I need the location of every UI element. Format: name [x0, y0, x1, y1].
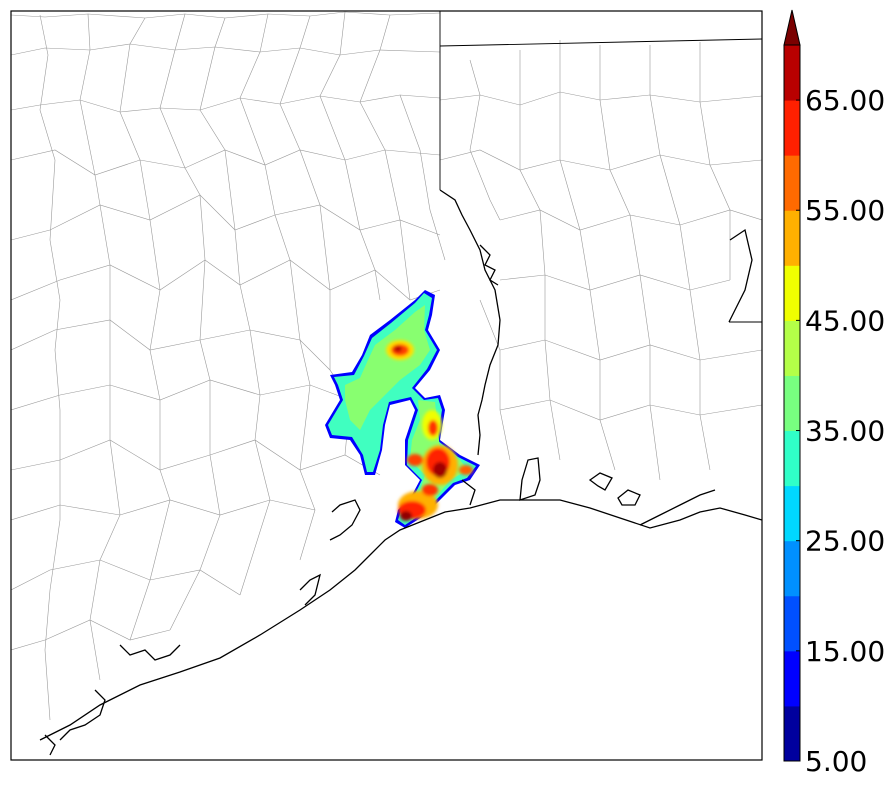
colorbar-segment	[784, 210, 800, 266]
colorbar-segment	[784, 595, 800, 652]
colorbar-segment	[784, 375, 800, 432]
colorbar-segment	[784, 650, 800, 707]
colorbar-tick-label: 35.00	[805, 415, 885, 448]
colorbar-segment	[784, 705, 800, 762]
field-cores	[386, 340, 473, 521]
colorbar-segment	[784, 430, 800, 487]
precipitation-field	[325, 290, 480, 528]
colorbar-tick-label: 5.00	[805, 745, 867, 778]
colorbar-segment	[784, 540, 800, 597]
state-boundaries	[439, 11, 762, 323]
field-band-green	[345, 305, 430, 430]
colorbar-tick-label: 45.00	[805, 304, 885, 337]
coastline	[39, 189, 762, 756]
map-area	[11, 11, 762, 756]
colorbar-segment	[784, 320, 800, 376]
colorbar-extend-arrow	[783, 9, 801, 46]
colorbar-tick-label: 25.00	[805, 525, 885, 558]
colorbar: 5.00 15.00 25.00 35.00 45.00 55.00 65.00	[783, 9, 885, 778]
colorbar-segment	[784, 485, 800, 542]
county-boundaries	[11, 11, 762, 721]
colorbar-segment	[784, 45, 800, 101]
colorbar-frame	[783, 44, 801, 762]
colorbar-tick-label: 15.00	[805, 635, 885, 668]
map-frame	[10, 10, 763, 761]
colorbar-tick-label: 65.00	[805, 84, 885, 117]
colorbar-segment	[784, 100, 800, 156]
colorbar-tick-label: 55.00	[805, 194, 885, 227]
colorbar-segment	[784, 155, 800, 211]
colorbar-segment	[784, 265, 800, 321]
